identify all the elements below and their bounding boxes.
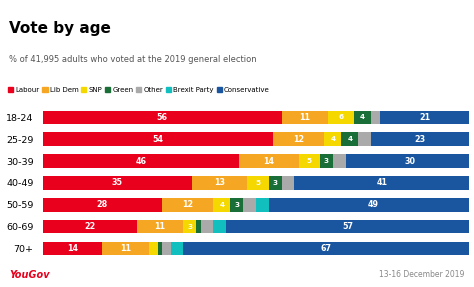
Bar xyxy=(192,176,247,190)
Text: 11: 11 xyxy=(120,244,131,253)
Bar xyxy=(162,242,171,255)
Text: 5: 5 xyxy=(255,180,261,186)
Bar xyxy=(294,176,469,190)
Bar xyxy=(183,242,469,255)
Bar xyxy=(358,132,371,146)
Text: 14: 14 xyxy=(263,157,274,166)
Text: 4: 4 xyxy=(360,114,365,120)
Bar xyxy=(158,242,162,255)
Text: 11: 11 xyxy=(155,222,165,231)
Bar xyxy=(273,132,324,146)
Bar xyxy=(201,220,213,234)
Text: 30: 30 xyxy=(404,157,415,166)
Text: 14: 14 xyxy=(67,244,78,253)
Bar xyxy=(102,242,149,255)
Text: 13-16 December 2019: 13-16 December 2019 xyxy=(379,270,465,279)
Bar xyxy=(328,110,354,124)
Legend: Labour, Lib Dem, SNP, Green, Other, Brexit Party, Conservative: Labour, Lib Dem, SNP, Green, Other, Brex… xyxy=(8,87,270,93)
Bar xyxy=(243,198,256,212)
Bar xyxy=(346,154,474,168)
Bar xyxy=(213,220,226,234)
Bar xyxy=(371,110,380,124)
Bar xyxy=(341,132,358,146)
Text: 41: 41 xyxy=(376,179,387,187)
Bar xyxy=(171,242,183,255)
Bar xyxy=(269,176,282,190)
Text: 35: 35 xyxy=(112,179,123,187)
Bar xyxy=(43,176,192,190)
Text: 6: 6 xyxy=(339,114,344,120)
Text: 67: 67 xyxy=(321,244,332,253)
Bar xyxy=(43,154,239,168)
Bar xyxy=(282,176,294,190)
Bar xyxy=(213,198,230,212)
Bar xyxy=(183,220,196,234)
Bar xyxy=(269,198,474,212)
Bar xyxy=(282,110,328,124)
Text: 56: 56 xyxy=(156,113,168,122)
Bar xyxy=(43,198,162,212)
Bar xyxy=(43,132,273,146)
Text: 5: 5 xyxy=(307,158,312,164)
Bar xyxy=(380,110,469,124)
Bar xyxy=(320,154,333,168)
Text: 22: 22 xyxy=(84,222,95,231)
Bar xyxy=(149,242,158,255)
Text: 57: 57 xyxy=(342,222,353,231)
Text: Vote by age: Vote by age xyxy=(9,21,111,36)
Bar xyxy=(354,110,371,124)
Bar xyxy=(256,198,269,212)
Text: 54: 54 xyxy=(152,135,164,144)
Bar xyxy=(333,154,346,168)
Text: 3: 3 xyxy=(187,224,192,230)
Bar xyxy=(43,220,137,234)
Bar xyxy=(371,132,469,146)
Bar xyxy=(324,132,341,146)
Text: 21: 21 xyxy=(419,113,430,122)
Text: 3: 3 xyxy=(234,202,239,208)
Bar xyxy=(196,220,201,234)
Text: 3: 3 xyxy=(273,180,278,186)
Text: 4: 4 xyxy=(219,202,224,208)
Bar xyxy=(43,110,282,124)
Text: YouGov: YouGov xyxy=(9,270,50,280)
Text: 46: 46 xyxy=(135,157,146,166)
Bar xyxy=(137,220,183,234)
Bar xyxy=(43,242,102,255)
Text: 12: 12 xyxy=(182,200,193,209)
Text: 11: 11 xyxy=(300,113,310,122)
Bar xyxy=(230,198,243,212)
Text: 49: 49 xyxy=(368,200,379,209)
Text: 12: 12 xyxy=(293,135,304,144)
Text: 23: 23 xyxy=(415,135,426,144)
Text: 13: 13 xyxy=(214,179,225,187)
Bar xyxy=(162,198,213,212)
Bar xyxy=(247,176,269,190)
Text: 4: 4 xyxy=(330,136,335,142)
Text: 3: 3 xyxy=(324,158,329,164)
Bar xyxy=(239,154,299,168)
Text: 4: 4 xyxy=(347,136,352,142)
Bar xyxy=(226,220,469,234)
Bar xyxy=(299,154,320,168)
Text: % of 41,995 adults who voted at the 2019 general election: % of 41,995 adults who voted at the 2019… xyxy=(9,55,257,64)
Text: 28: 28 xyxy=(97,200,108,209)
